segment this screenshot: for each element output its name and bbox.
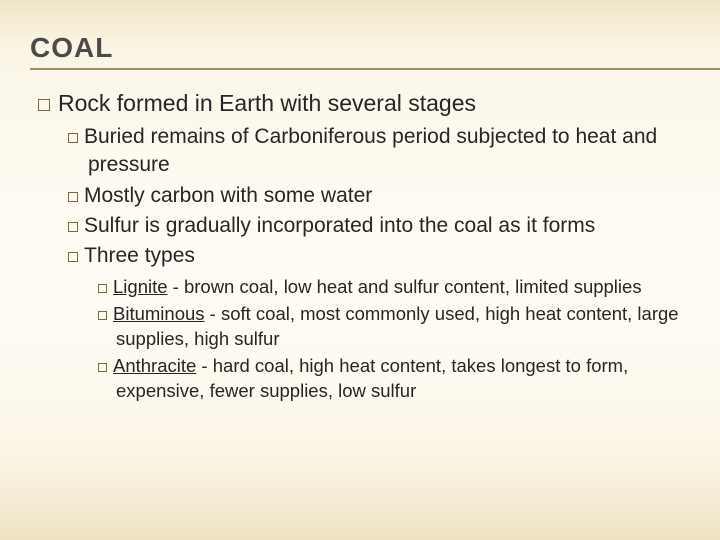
- list-item: Buried remains of Carboniferous period s…: [68, 123, 690, 180]
- slide-title: COAL: [30, 32, 690, 64]
- square-bullet-icon: [68, 192, 78, 202]
- bullet-list-level-2: Buried remains of Carboniferous period s…: [38, 123, 690, 404]
- slide: COAL Rock formed in Earth with several s…: [0, 0, 720, 540]
- list-item: Bituminous - soft coal, most commonly us…: [98, 302, 690, 352]
- square-bullet-icon: [38, 99, 50, 111]
- square-bullet-icon: [68, 222, 78, 232]
- bullet-list-level-1: Rock formed in Earth with several stages…: [30, 88, 690, 404]
- list-item-text: Sulfur is gradually incorporated into th…: [84, 214, 595, 237]
- list-item: Lignite - brown coal, low heat and sulfu…: [98, 275, 690, 300]
- list-item: Rock formed in Earth with several stages…: [38, 88, 690, 404]
- square-bullet-icon: [68, 252, 78, 262]
- list-item-text: Buried remains of Carboniferous period s…: [84, 125, 657, 176]
- square-bullet-icon: [98, 311, 107, 320]
- square-bullet-icon: [68, 133, 78, 143]
- list-item-term: Bituminous: [113, 303, 205, 324]
- list-item-text: Three types: [84, 244, 195, 267]
- list-item: Anthracite - hard coal, high heat conten…: [98, 354, 690, 404]
- title-underline: COAL: [30, 32, 720, 70]
- list-item: Sulfur is gradually incorporated into th…: [68, 212, 690, 240]
- list-item-term: Lignite: [113, 276, 168, 297]
- square-bullet-icon: [98, 363, 107, 372]
- bullet-list-level-3: Lignite - brown coal, low heat and sulfu…: [68, 275, 690, 404]
- list-item-term: Anthracite: [113, 355, 196, 376]
- list-item-text: Rock formed in Earth with several stages: [58, 90, 476, 116]
- list-item: Mostly carbon with some water: [68, 182, 690, 210]
- list-item-text: Mostly carbon with some water: [84, 184, 372, 207]
- list-item-text: - brown coal, low heat and sulfur conten…: [168, 276, 642, 297]
- square-bullet-icon: [98, 284, 107, 293]
- list-item: Three types Lignite - brown coal, low he…: [68, 242, 690, 403]
